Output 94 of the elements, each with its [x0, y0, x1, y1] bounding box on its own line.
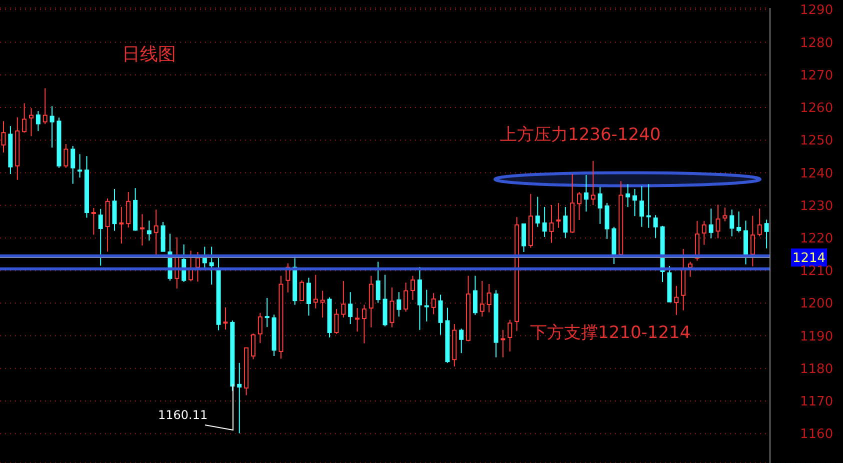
candlestick — [556, 202, 561, 228]
candlestick — [202, 246, 207, 268]
candlestick — [306, 277, 311, 316]
candlestick — [237, 362, 242, 434]
candlestick — [472, 275, 478, 316]
candlestick — [146, 220, 152, 242]
candlestick — [29, 108, 34, 137]
annotation: 1160.11 — [158, 408, 208, 422]
candlestick — [258, 312, 262, 344]
text: 日线图 — [122, 44, 176, 65]
candlestick — [535, 196, 540, 228]
candlestick — [702, 220, 706, 246]
annotation: 上方压力1236-1240 — [500, 125, 661, 145]
candlestick — [348, 292, 353, 325]
candlestick — [91, 207, 96, 236]
candlestick — [542, 206, 547, 238]
y-tick-label: 1170 — [800, 394, 834, 410]
candlestick — [404, 282, 408, 312]
candlestick — [313, 274, 318, 309]
y-tick-label: 1160 — [800, 427, 834, 442]
candlestick — [646, 184, 651, 228]
candlestick — [639, 186, 644, 228]
candlestick — [744, 220, 748, 265]
candlestick — [320, 290, 325, 318]
candlestick — [390, 287, 394, 328]
candlestick — [632, 188, 638, 217]
y-tick-label: 1270 — [800, 68, 834, 84]
candlestick — [396, 292, 402, 318]
candlestick — [250, 333, 256, 360]
candlestick — [688, 261, 693, 278]
candlestick — [50, 106, 54, 148]
candlestick — [64, 144, 68, 168]
candlestick — [209, 246, 214, 286]
candlestick — [626, 184, 630, 208]
candlestick — [459, 328, 464, 354]
ref-line-label: 1214 — [792, 251, 826, 266]
candlestick — [730, 209, 734, 237]
candlestick — [604, 202, 610, 240]
candlestick — [70, 145, 76, 184]
candlestick — [112, 188, 117, 232]
y-tick-label: 1280 — [800, 36, 834, 51]
candlestick — [42, 88, 48, 125]
candlestick — [126, 191, 131, 228]
candlestick — [362, 304, 366, 344]
candlestick — [577, 191, 582, 221]
y-tick-label: 1200 — [800, 296, 834, 312]
candlestick — [653, 214, 658, 238]
candlestick — [757, 208, 762, 237]
candlestick — [522, 223, 526, 252]
candlestick — [98, 208, 103, 266]
candlestick — [722, 207, 728, 222]
candlestick — [549, 204, 554, 244]
candlestick — [750, 215, 755, 267]
y-tick-label: 1190 — [800, 329, 834, 344]
candlestick — [368, 275, 374, 328]
candlestick — [508, 319, 512, 352]
candlestick — [431, 292, 436, 315]
y-tick-label: 1260 — [800, 101, 834, 116]
candlestick — [764, 219, 769, 249]
candlestick — [674, 285, 679, 316]
y-tick-label: 1180 — [800, 362, 834, 377]
candlestick — [355, 308, 360, 332]
candlestick — [708, 208, 714, 239]
candlestick — [223, 306, 228, 330]
candlestick — [341, 280, 346, 318]
candlestick — [438, 294, 443, 336]
y-tick-label: 1230 — [800, 198, 834, 214]
y-tick-label: 1240 — [800, 166, 834, 182]
candlestick — [78, 154, 82, 178]
candlestick — [264, 297, 270, 328]
candlestick — [22, 102, 27, 134]
candlestick — [300, 280, 304, 302]
y-tick-label: 1210 — [800, 264, 834, 280]
candlestick — [334, 308, 339, 334]
candlestick — [376, 261, 380, 304]
candlestick — [590, 160, 596, 206]
annotation: 下方支撑1210-1214 — [530, 323, 691, 343]
y-tick-label: 1250 — [800, 134, 834, 149]
y-tick-label: 1290 — [800, 3, 834, 18]
candlestick — [119, 206, 124, 244]
candlestick — [140, 214, 144, 246]
y-tick-label: 1220 — [800, 231, 834, 246]
candlestick — [598, 186, 602, 224]
candlestick — [480, 280, 484, 318]
candlestick — [486, 283, 492, 313]
candlestick — [584, 174, 588, 212]
candlestick — [154, 209, 158, 256]
candlestick — [736, 211, 742, 233]
candlestick — [424, 289, 429, 322]
candlestick — [500, 329, 506, 358]
candlestick — [716, 204, 720, 239]
candlestick — [410, 275, 416, 300]
candlestick — [36, 110, 40, 132]
candlestick — [563, 206, 568, 238]
